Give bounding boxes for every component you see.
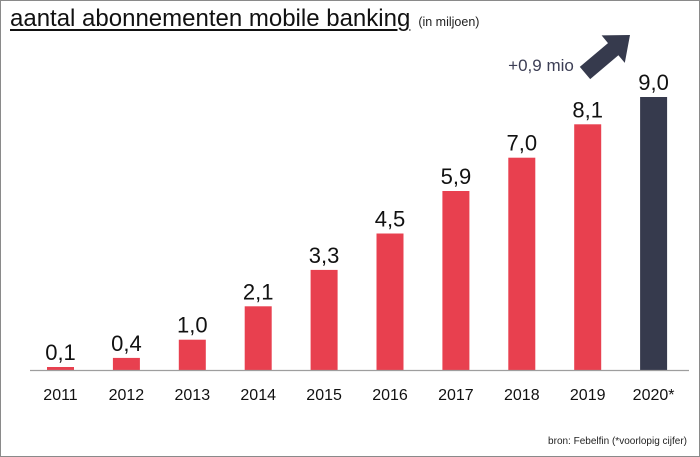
x-tick-label: 2012 xyxy=(109,387,145,404)
bar-2016 xyxy=(376,233,404,370)
x-tick-label: 2014 xyxy=(240,387,276,404)
value-label: 9,0 xyxy=(638,70,669,95)
x-tick-label: 2018 xyxy=(504,387,540,404)
annotation-text: +0,9 mio xyxy=(508,56,574,75)
bar-2011 xyxy=(47,367,74,370)
chart-title: aantal abonnementen mobile banking xyxy=(10,5,411,32)
bars-layer xyxy=(47,97,668,370)
value-label: 4,5 xyxy=(375,207,406,232)
x-tick-label: 2015 xyxy=(306,387,342,404)
bar-2020 xyxy=(640,97,668,370)
title-block: aantal abonnementen mobile banking (in mi… xyxy=(10,5,479,33)
x-tick-label: 2017 xyxy=(438,387,474,404)
x-tick-label: 2016 xyxy=(372,387,408,404)
value-label: 8,1 xyxy=(572,97,603,122)
bar-2015 xyxy=(310,269,338,370)
growth-arrow-icon xyxy=(579,35,630,80)
chart-subtitle: (in miljoen) xyxy=(418,15,480,29)
x-tick-label: 2011 xyxy=(43,387,78,404)
value-label: 0,4 xyxy=(111,331,142,356)
bar-2019 xyxy=(574,124,602,370)
x-tick-label: 2020* xyxy=(633,387,675,404)
x-tick-label: 2019 xyxy=(570,387,606,404)
x-tick-label: 2013 xyxy=(175,387,211,404)
bar-2014 xyxy=(244,306,272,370)
source-note: bron: Febelfin (*voorlopig cijfer) xyxy=(548,436,687,447)
value-label: 2,1 xyxy=(243,279,274,304)
value-label: 5,9 xyxy=(441,164,472,189)
bar-2012 xyxy=(112,357,140,370)
value-label: 1,0 xyxy=(177,313,208,338)
labels-layer: 0,1 0,4 1,0 2,1 3,3 4,5 5,9 7,0 8,1 9,0 xyxy=(45,70,669,365)
value-label: 7,0 xyxy=(507,131,538,156)
value-label: 3,3 xyxy=(309,243,340,268)
ticks-layer: 2011 2012 2013 2014 2015 2016 2017 2018 2019 2020… xyxy=(43,387,674,404)
bar-2013 xyxy=(178,339,206,370)
bar-2017 xyxy=(442,191,470,370)
bar-2018 xyxy=(508,157,536,370)
value-label: 0,1 xyxy=(45,340,76,365)
